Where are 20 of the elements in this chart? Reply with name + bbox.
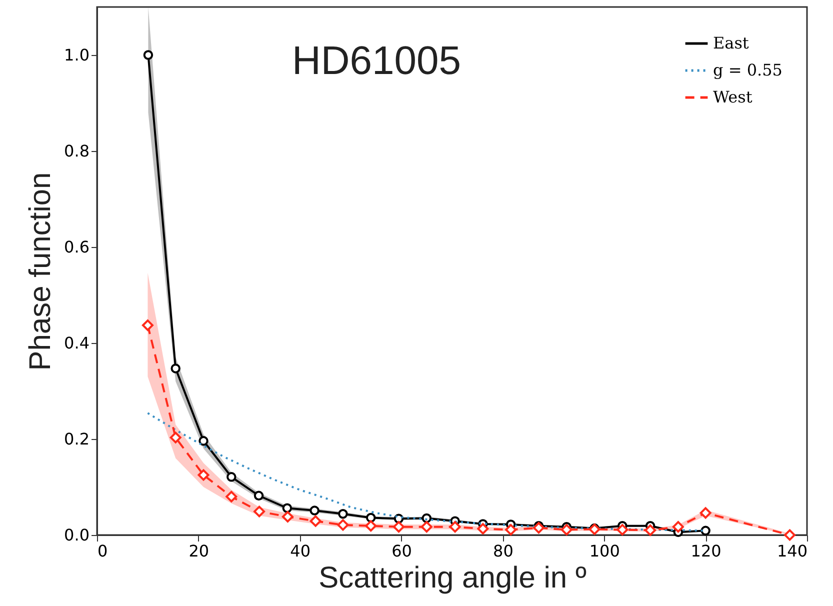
legend-label: g = 0.55 (713, 60, 782, 80)
y-tick-label: 0.4 (64, 334, 90, 352)
y-axis-title: Phase function (24, 172, 58, 371)
y-tick-label: 0.6 (64, 238, 90, 256)
x-tick-label: 0 (98, 542, 108, 560)
x-tick-label: 140 (776, 542, 808, 560)
x-tick-label: 120 (690, 542, 722, 560)
x-axis-title: Scattering angle in º (318, 562, 586, 594)
x-tick-label: 20 (188, 542, 210, 560)
x-tick-label: 40 (290, 542, 311, 560)
y-tick-label: 0.0 (64, 526, 90, 544)
x-tick-label: 100 (589, 542, 620, 560)
y-tick-label: 0.8 (64, 142, 90, 160)
x-tick-label: 60 (392, 542, 412, 560)
annotation: HD61005 (292, 39, 462, 83)
legend-label: East (713, 34, 750, 52)
y-tick-label: 1.0 (64, 46, 90, 64)
y-tick-label: 0.2 (64, 430, 90, 448)
x-tick-label: 80 (493, 542, 514, 560)
legend-label: West (713, 88, 753, 106)
